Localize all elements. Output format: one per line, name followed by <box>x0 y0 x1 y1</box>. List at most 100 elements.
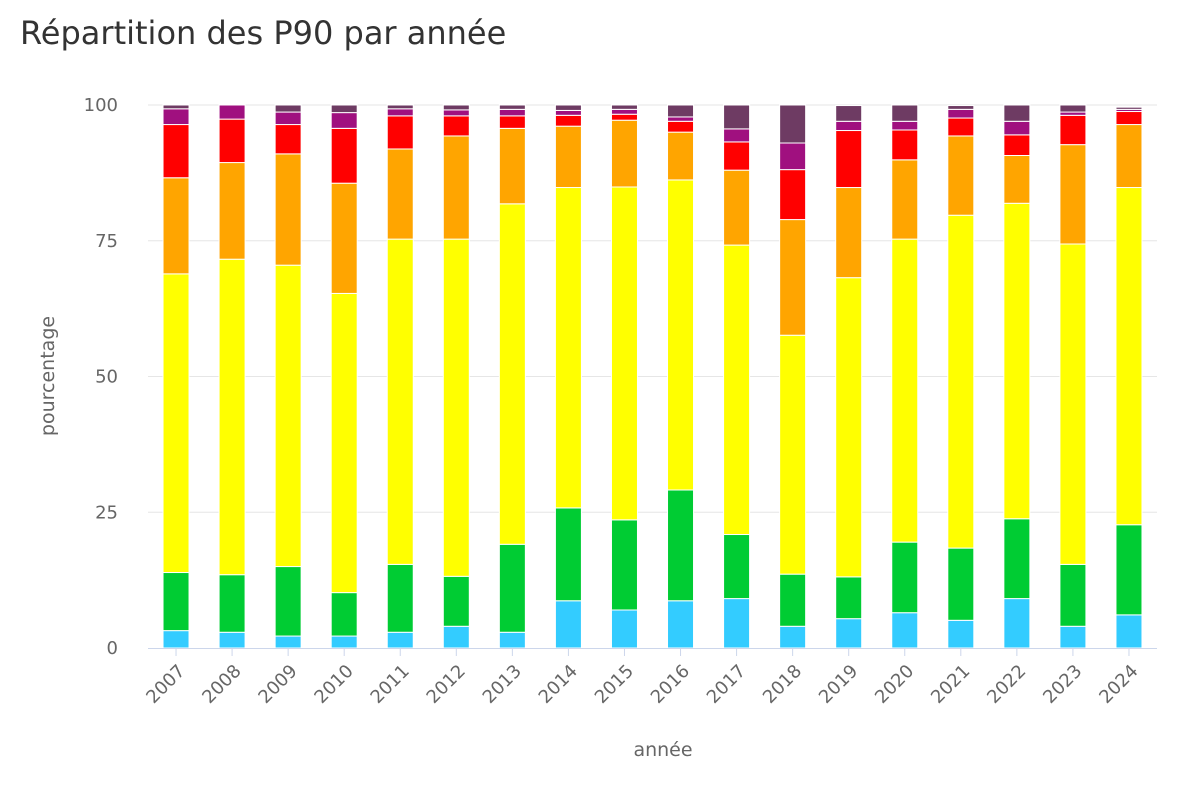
bar-segment[interactable] <box>1115 614 1143 649</box>
bar-segment[interactable] <box>442 625 470 649</box>
bar-segment[interactable] <box>218 631 246 649</box>
bar-segment[interactable] <box>498 127 526 205</box>
bar-segment[interactable] <box>330 104 358 114</box>
bar-segment[interactable] <box>498 104 526 110</box>
bar-segment[interactable] <box>1003 120 1031 136</box>
bar-segment[interactable] <box>610 609 638 649</box>
bar-segment[interactable] <box>274 104 302 113</box>
bar-segment[interactable] <box>498 543 526 633</box>
bar-segment[interactable] <box>610 519 638 611</box>
bar-segment[interactable] <box>330 635 358 649</box>
bar-segment[interactable] <box>947 619 975 649</box>
bar-stack-2018[interactable] <box>779 104 807 649</box>
bar-segment[interactable] <box>1059 104 1087 113</box>
bar-stack-2020[interactable] <box>891 104 919 649</box>
bar-segment[interactable] <box>498 203 526 545</box>
bar-segment[interactable] <box>442 238 470 577</box>
bar-segment[interactable] <box>835 130 863 189</box>
bar-segment[interactable] <box>554 114 582 127</box>
bar-segment[interactable] <box>330 592 358 637</box>
bar-stack-2021[interactable] <box>947 105 975 649</box>
bar-stack-2009[interactable] <box>274 104 302 649</box>
bar-segment[interactable] <box>330 292 358 594</box>
bar-segment[interactable] <box>442 104 470 111</box>
bar-segment[interactable] <box>723 104 751 130</box>
bar-segment[interactable] <box>1115 111 1143 126</box>
bar-segment[interactable] <box>610 119 638 188</box>
bar-segment[interactable] <box>723 169 751 246</box>
bar-segment[interactable] <box>442 109 470 117</box>
bar-stack-2007[interactable] <box>162 104 190 649</box>
bar-segment[interactable] <box>442 135 470 240</box>
bar-segment[interactable] <box>554 187 582 509</box>
bar-segment[interactable] <box>218 574 246 633</box>
bar-stack-2011[interactable] <box>386 104 414 649</box>
bar-segment[interactable] <box>891 104 919 122</box>
bar-segment[interactable] <box>667 489 695 602</box>
bar-segment[interactable] <box>330 112 358 129</box>
bar-segment[interactable] <box>891 120 919 131</box>
bar-segment[interactable] <box>779 219 807 336</box>
bar-segment[interactable] <box>1003 104 1031 122</box>
bar-segment[interactable] <box>386 563 414 633</box>
bar-segment[interactable] <box>162 177 190 275</box>
bar-segment[interactable] <box>386 148 414 240</box>
bar-segment[interactable] <box>498 115 526 129</box>
bar-segment[interactable] <box>610 113 638 121</box>
bar-segment[interactable] <box>330 182 358 294</box>
bar-segment[interactable] <box>274 264 302 568</box>
bar-segment[interactable] <box>723 534 751 600</box>
bar-segment[interactable] <box>274 566 302 637</box>
bar-segment[interactable] <box>218 162 246 260</box>
bar-segment[interactable] <box>1003 202 1031 520</box>
bar-stack-2019[interactable] <box>835 105 863 649</box>
bar-segment[interactable] <box>386 104 414 110</box>
bar-segment[interactable] <box>218 258 246 576</box>
bar-segment[interactable] <box>162 104 190 110</box>
bar-segment[interactable] <box>779 142 807 171</box>
bar-segment[interactable] <box>779 104 807 144</box>
bar-segment[interactable] <box>947 547 975 621</box>
bar-segment[interactable] <box>554 104 582 111</box>
bar-segment[interactable] <box>610 186 638 521</box>
bar-segment[interactable] <box>1115 187 1143 526</box>
bar-segment[interactable] <box>1115 124 1143 189</box>
bar-segment[interactable] <box>779 625 807 649</box>
bar-segment[interactable] <box>835 187 863 279</box>
bar-segment[interactable] <box>554 600 582 649</box>
bar-segment[interactable] <box>554 507 582 602</box>
bar-segment[interactable] <box>330 127 358 184</box>
bar-segment[interactable] <box>891 541 919 614</box>
bar-segment[interactable] <box>891 238 919 543</box>
bar-segment[interactable] <box>610 104 638 110</box>
bar-segment[interactable] <box>162 273 190 574</box>
bar-segment[interactable] <box>442 575 470 627</box>
bar-segment[interactable] <box>947 214 975 549</box>
bar-segment[interactable] <box>1115 106 1143 110</box>
bar-segment[interactable] <box>386 631 414 649</box>
bar-segment[interactable] <box>1059 114 1087 146</box>
bar-segment[interactable] <box>891 612 919 649</box>
bar-segment[interactable] <box>1003 598 1031 649</box>
bar-segment[interactable] <box>1059 563 1087 627</box>
bar-segment[interactable] <box>218 118 246 164</box>
bar-stack-2015[interactable] <box>610 104 638 649</box>
bar-segment[interactable] <box>1059 144 1087 245</box>
bar-segment[interactable] <box>947 135 975 216</box>
bar-segment[interactable] <box>947 105 975 110</box>
bar-segment[interactable] <box>667 179 695 491</box>
bar-stack-2022[interactable] <box>1003 104 1031 649</box>
bar-segment[interactable] <box>947 108 975 119</box>
bar-segment[interactable] <box>947 117 975 137</box>
bar-segment[interactable] <box>835 576 863 620</box>
bar-segment[interactable] <box>835 618 863 649</box>
bar-segment[interactable] <box>1115 524 1143 616</box>
bar-segment[interactable] <box>1003 518 1031 600</box>
bar-stack-2013[interactable] <box>498 104 526 649</box>
bar-segment[interactable] <box>1003 134 1031 156</box>
bar-segment[interactable] <box>667 116 695 122</box>
bar-segment[interactable] <box>835 120 863 132</box>
bar-segment[interactable] <box>274 124 302 155</box>
bar-segment[interactable] <box>723 128 751 143</box>
bar-segment[interactable] <box>274 635 302 649</box>
